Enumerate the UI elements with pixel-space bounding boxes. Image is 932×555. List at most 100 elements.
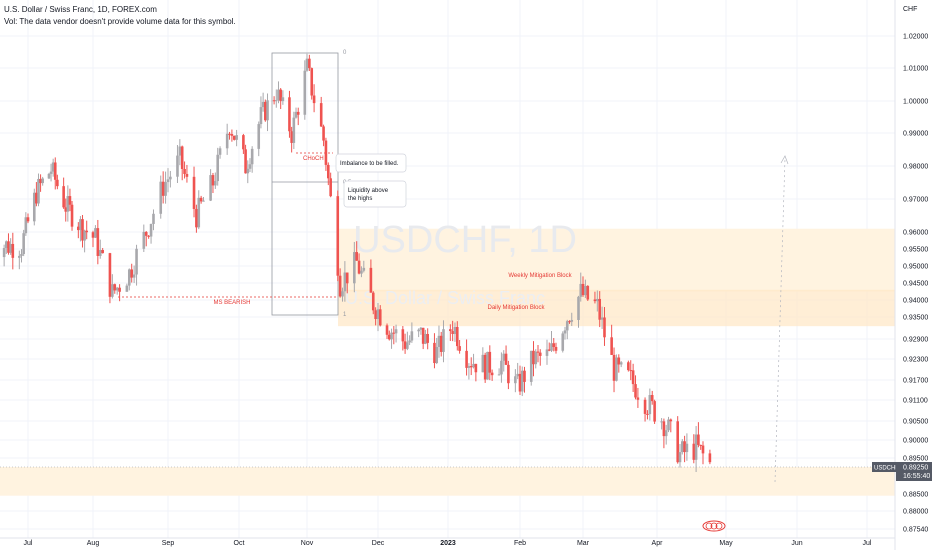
candle-body bbox=[435, 346, 439, 364]
daily-mitigation-zone bbox=[338, 289, 895, 327]
candle-body bbox=[586, 285, 590, 300]
candle-body bbox=[130, 269, 134, 278]
price-tick-label: 0.88500 bbox=[903, 492, 928, 499]
price-tick-label: 0.97000 bbox=[903, 197, 928, 204]
candle-body bbox=[584, 285, 587, 296]
ms-bearish-label: MS BEARISH bbox=[213, 300, 250, 306]
candle-body bbox=[98, 249, 102, 256]
candle-body bbox=[664, 430, 668, 437]
price-tick-label: 0.88000 bbox=[903, 509, 928, 516]
candle-body bbox=[424, 333, 427, 344]
price-axis-currency: CHF bbox=[903, 6, 917, 13]
candle-body bbox=[47, 173, 51, 179]
candle-body bbox=[561, 333, 565, 351]
candle-body bbox=[9, 243, 12, 253]
candle-body bbox=[164, 182, 167, 196]
candle-body bbox=[419, 327, 423, 330]
candle-body bbox=[520, 370, 524, 392]
candle-body bbox=[127, 269, 131, 286]
candle-body bbox=[144, 231, 148, 236]
symbol-title[interactable]: U.S. Dollar / Swiss Franc, 1D, FOREX.com bbox=[4, 5, 157, 14]
candle-body bbox=[472, 363, 475, 368]
price-axis[interactable]: CHF 1.02000 1.01000 1.00000 0.99000 0.98000 0.… bbox=[894, 0, 932, 550]
candles bbox=[2, 53, 712, 472]
candle-body bbox=[570, 319, 574, 322]
candle-body bbox=[465, 350, 468, 368]
candle-body bbox=[481, 354, 485, 373]
candle-body bbox=[648, 395, 652, 415]
candle-body bbox=[406, 342, 409, 349]
candle-body bbox=[516, 373, 519, 377]
fib-label-1: 1 bbox=[343, 312, 347, 318]
candle-body bbox=[697, 434, 700, 445]
price-tag-ticker: USDCHF bbox=[874, 466, 899, 472]
candle-body bbox=[35, 192, 38, 204]
candle-body bbox=[610, 337, 613, 355]
liquidity-text-2: the highs bbox=[348, 196, 372, 202]
candle-body bbox=[536, 351, 540, 353]
projection-arrow bbox=[774, 157, 786, 483]
candle-body bbox=[149, 223, 153, 237]
candle-body bbox=[685, 443, 689, 453]
price-tick-label: 0.94500 bbox=[903, 281, 928, 288]
time-tick-label: 2023 bbox=[440, 540, 456, 547]
time-tick-label: Jul bbox=[24, 540, 33, 547]
candle-body bbox=[62, 186, 65, 208]
candle-body bbox=[180, 146, 184, 169]
price-tag-countdown: 16:55:40 bbox=[903, 473, 930, 480]
candle-body bbox=[56, 179, 59, 187]
time-axis[interactable]: Jul Aug Sep Oct Nov Dec 2023 Feb Mar Apr May Jun Jul bbox=[0, 537, 895, 547]
candle-body bbox=[534, 351, 538, 365]
candle-body bbox=[547, 349, 551, 351]
candle-body bbox=[486, 351, 489, 380]
candle-body bbox=[85, 230, 89, 233]
candle-body bbox=[455, 326, 459, 347]
candle-body bbox=[449, 329, 452, 332]
candle-body bbox=[394, 329, 398, 334]
candle-body bbox=[64, 207, 68, 212]
candle-body bbox=[500, 360, 503, 375]
candle-body bbox=[474, 363, 478, 373]
candle-body bbox=[362, 267, 366, 271]
candle-body bbox=[214, 181, 217, 186]
imbalance-callout bbox=[335, 153, 407, 173]
candle-body bbox=[426, 333, 429, 343]
event-icon-dot bbox=[705, 522, 713, 530]
candle-body bbox=[392, 332, 396, 334]
candle-body bbox=[195, 208, 198, 228]
time-tick-label: Jun bbox=[791, 540, 802, 547]
grid bbox=[0, 0, 895, 538]
price-tick-label: 0.95500 bbox=[903, 247, 928, 254]
candle-body bbox=[101, 249, 104, 254]
fib-box bbox=[271, 52, 339, 316]
choch-label: CHoCH bbox=[303, 156, 324, 162]
candle-body bbox=[248, 164, 252, 169]
candle-body bbox=[292, 117, 296, 143]
candle-body bbox=[433, 342, 436, 364]
price-tick-label: 0.90000 bbox=[903, 438, 928, 445]
candle-body bbox=[18, 255, 21, 258]
time-tick-label: Nov bbox=[301, 540, 314, 547]
price-tick-label: 1.02000 bbox=[903, 34, 928, 41]
candle-body bbox=[166, 179, 170, 183]
candle-body bbox=[600, 317, 604, 320]
candle-body bbox=[507, 364, 510, 384]
event-icon-dot bbox=[715, 522, 723, 530]
event-icon bbox=[702, 520, 726, 532]
candle-body bbox=[341, 291, 344, 297]
candle-body bbox=[272, 100, 276, 102]
candle-body bbox=[266, 100, 269, 121]
time-tick-label: Mar bbox=[577, 540, 590, 547]
candle-body bbox=[514, 376, 517, 384]
candle-body bbox=[49, 171, 53, 174]
price-tick-label: 0.90500 bbox=[903, 419, 928, 426]
candle-body bbox=[421, 327, 425, 344]
candle-body bbox=[257, 124, 261, 149]
candle-body bbox=[653, 401, 656, 422]
candle-body bbox=[5, 241, 8, 249]
candle-body bbox=[683, 441, 686, 453]
candle-body bbox=[147, 235, 150, 237]
candle-body bbox=[329, 178, 332, 197]
